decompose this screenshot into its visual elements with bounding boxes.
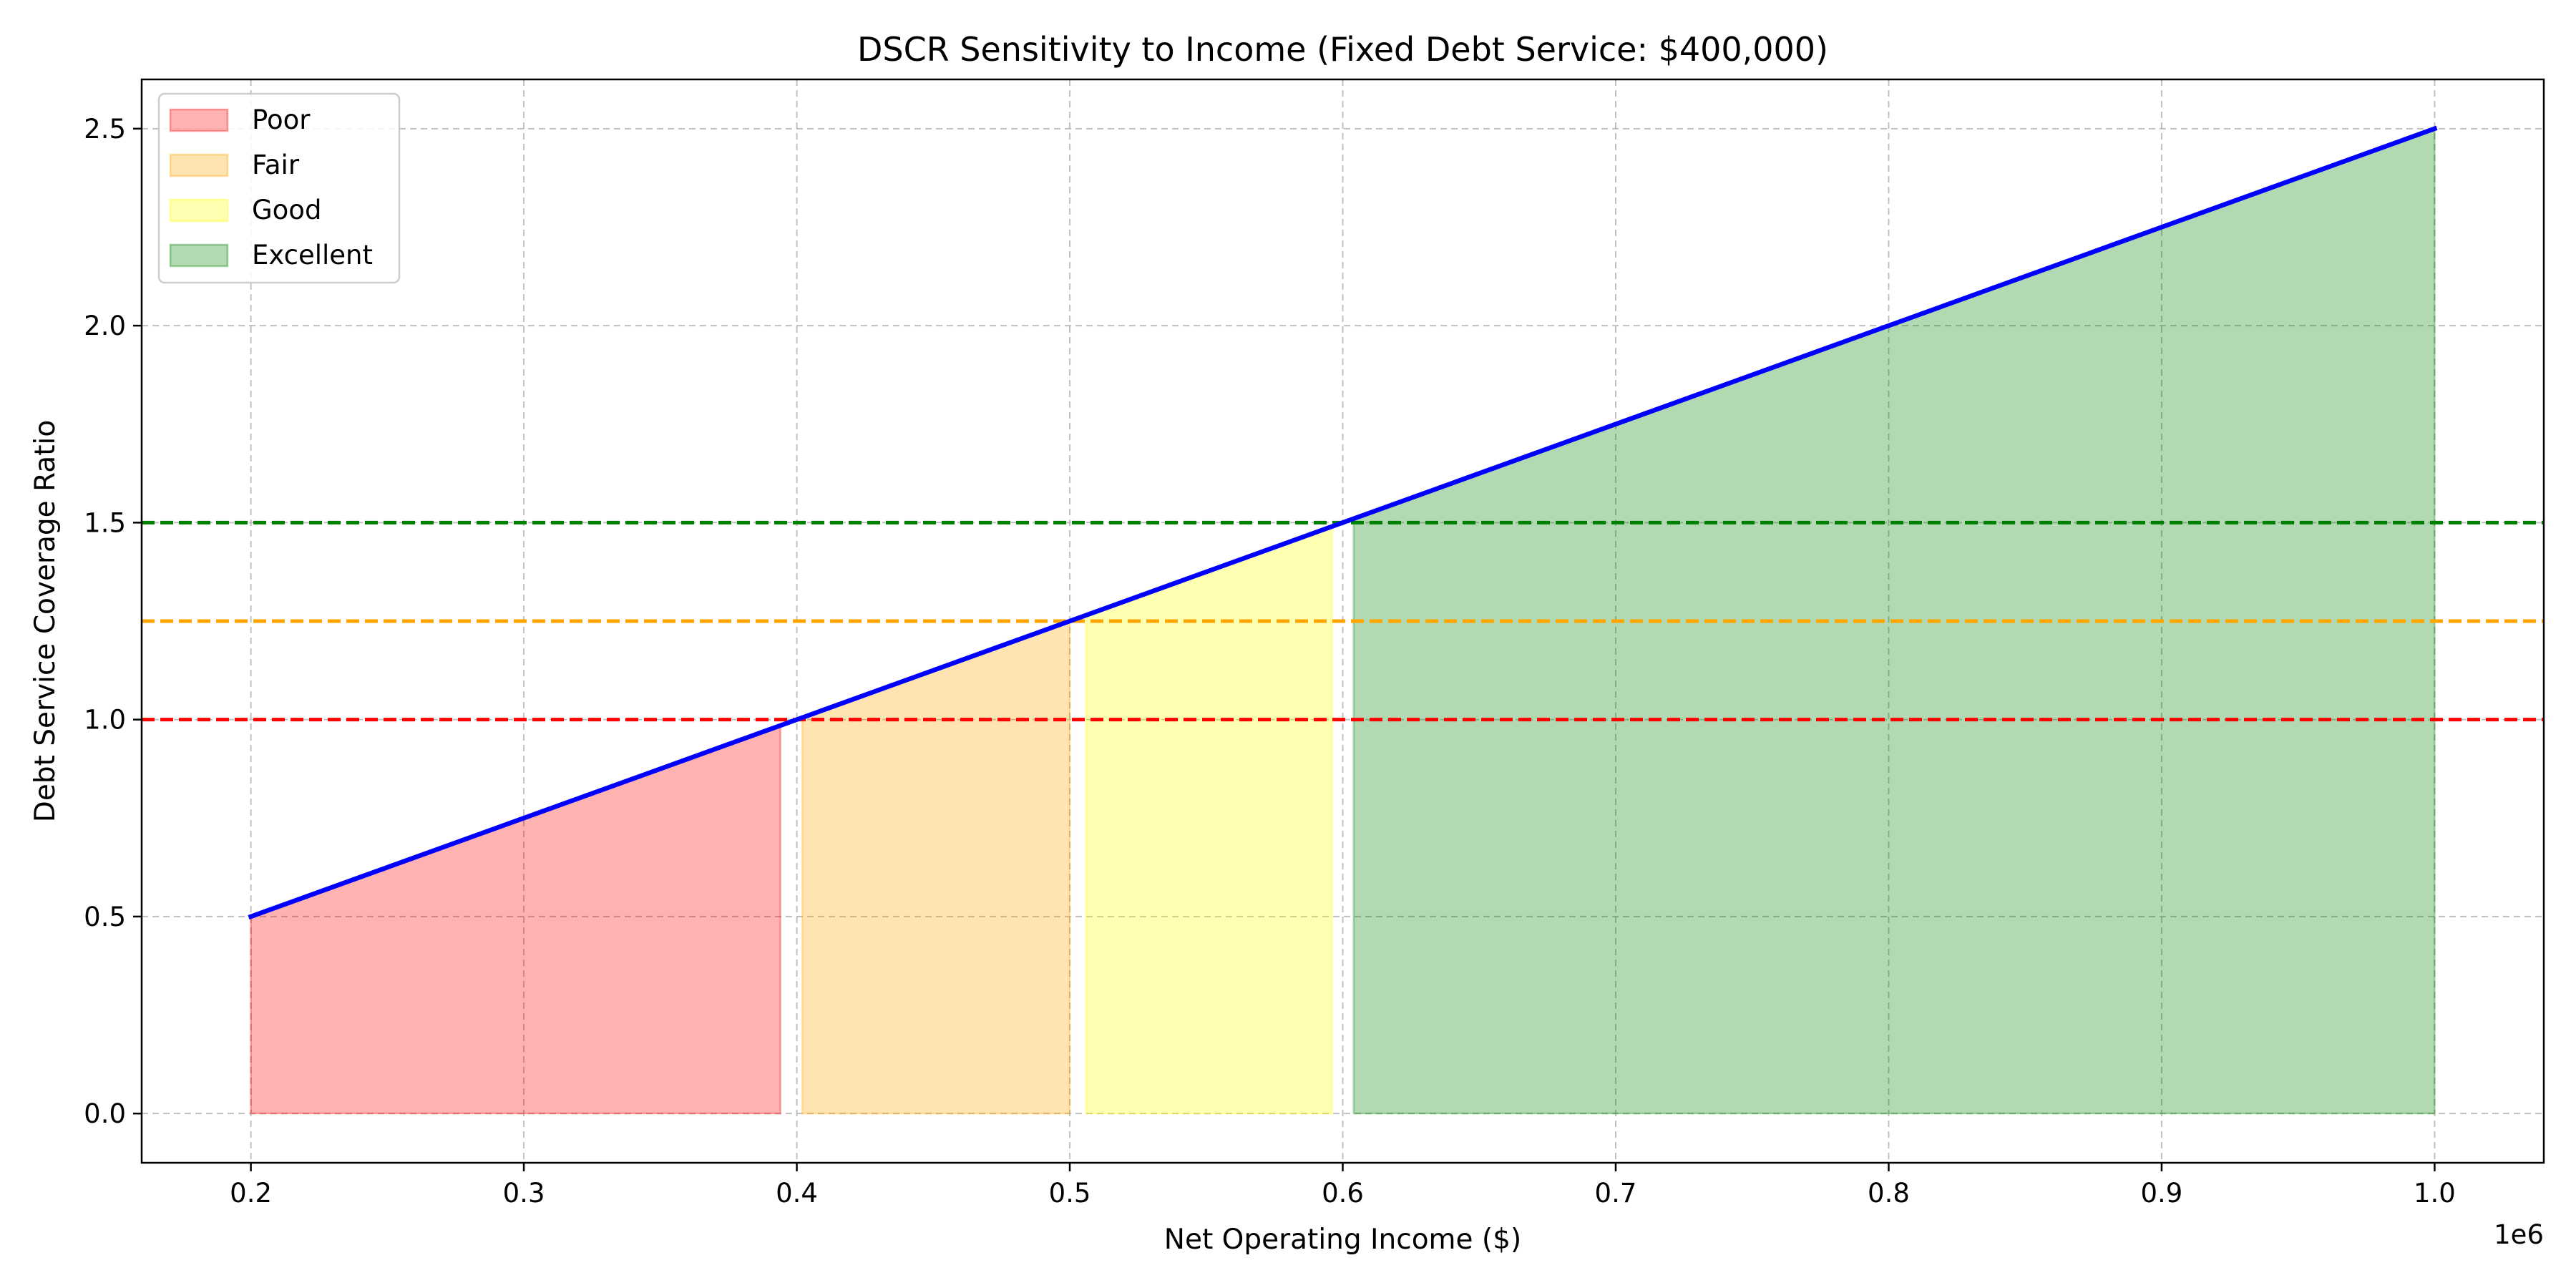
region-good [1085,525,1333,1115]
legend-label-excellent: Excellent [252,240,373,270]
x-tick-label: 1.0 [2414,1178,2456,1209]
legend-label-poor: Poor [252,104,311,135]
y-tick-label: 0.5 [84,902,126,932]
legend-swatch-poor [169,108,229,132]
x-tick-label: 0.3 [503,1178,545,1209]
x-tick-label: 0.4 [776,1178,818,1209]
legend-label-good: Good [252,195,321,225]
x-tick-label: 0.7 [1595,1178,1637,1209]
x-tick-label: 0.5 [1049,1178,1091,1209]
x-tick-label: 0.6 [1322,1178,1364,1209]
dscr-line [248,125,2438,920]
legend-swatch-good [169,198,229,223]
y-axis-label: Debt Service Coverage Ratio [29,420,62,822]
rating-regions [250,127,2436,1115]
region-fair [801,620,1071,1115]
legend: Poor Fair Good Excellent [157,92,401,284]
y-tick-label: 2.0 [84,311,126,341]
y-tick-label: 2.5 [84,114,126,145]
x-axis-ticks: 0.2 0.3 0.4 0.5 0.6 0.7 0.8 0.9 1.0 [230,1163,2456,1209]
legend-label-fair: Fair [252,150,300,180]
y-tick-label: 0.0 [84,1098,126,1129]
dscr-line-layer [248,125,2438,920]
legend-box [157,92,401,284]
x-tick-label: 0.2 [230,1178,272,1209]
legend-swatch-excellent [169,243,229,268]
y-tick-label: 1.5 [84,507,126,538]
chart-title: DSCR Sensitivity to Income (Fixed Debt S… [857,30,1828,69]
legend-swatch-fair [169,153,229,177]
y-tick-label: 1.0 [84,705,126,736]
x-tick-label: 0.9 [2141,1178,2183,1209]
region-poor [250,724,781,1115]
x-tick-label: 0.8 [1868,1178,1910,1209]
x-axis-label: Net Operating Income ($) [1164,1224,1521,1256]
y-axis-ticks: 0.0 0.5 1.0 1.5 2.0 2.5 [84,114,142,1129]
x-axis-offset-label: 1e6 [2494,1219,2544,1250]
